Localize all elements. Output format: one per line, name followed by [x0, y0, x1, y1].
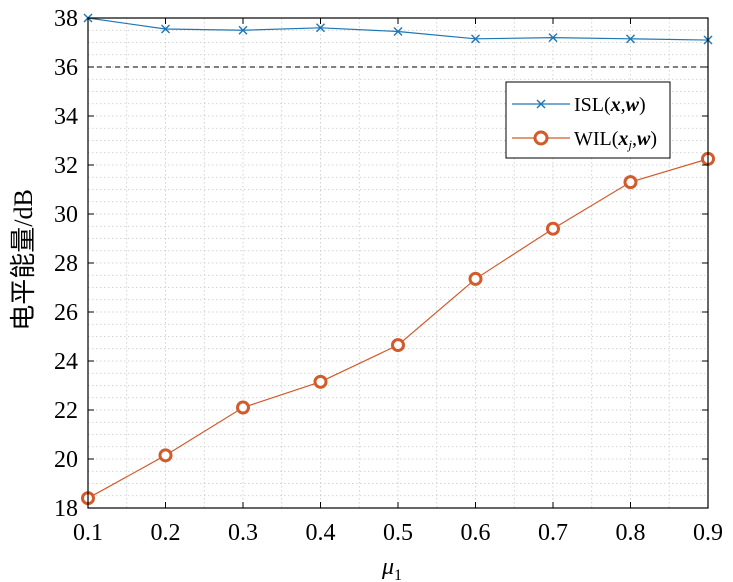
x-axis-label-subscript: 1 — [394, 567, 402, 582]
x-tick-label: 0.5 — [383, 520, 413, 546]
y-tick-label: 24 — [54, 349, 78, 375]
x-tick-label: 0.8 — [616, 520, 646, 546]
x-axis-label-symbol: μ — [381, 554, 394, 580]
legend-isl-sep: , — [621, 94, 626, 116]
x-tick-label: 0.4 — [306, 520, 336, 546]
x-tick-label: 0.6 — [461, 520, 491, 546]
x-tick-label: 0.9 — [693, 520, 723, 546]
legend-isl-var2: w — [626, 94, 640, 116]
legend-isl-suffix: ) — [639, 94, 646, 116]
legend-wil-suffix: ) — [650, 128, 657, 150]
y-axis-label: 电平能量/dB — [9, 189, 38, 331]
series-isl — [83, 13, 713, 45]
y-tick-label: 22 — [54, 398, 78, 424]
legend-wil-var1: x — [617, 128, 628, 150]
series-layer — [81, 13, 715, 506]
data-point-x-marker — [548, 33, 558, 43]
data-point-circle-marker — [158, 448, 173, 463]
data-point-x-marker — [471, 34, 480, 44]
y-tick-label: 26 — [54, 300, 78, 326]
data-point-x-marker — [626, 34, 635, 44]
data-point-x-marker — [316, 23, 325, 33]
data-point-x-marker — [238, 25, 248, 35]
legend-entry-wil: WIL(xj,w) — [512, 128, 657, 152]
legend-isl-prefix: ISL( — [574, 94, 611, 116]
legend-entry-isl: ISL(x,w) — [512, 94, 646, 116]
legend-wil-var1-sub: j — [626, 137, 632, 152]
legend-circle-marker-icon — [533, 130, 549, 146]
x-tick-label: 0.1 — [73, 520, 103, 546]
data-point-circle-marker — [546, 221, 560, 236]
y-tick-label: 30 — [54, 202, 78, 228]
x-tick-label: 0.7 — [538, 520, 568, 546]
data-point-circle-marker — [468, 271, 483, 286]
y-tick-label: 32 — [54, 153, 78, 179]
legend-wil-sep: , — [632, 128, 637, 150]
x-tick-label: 0.2 — [151, 520, 181, 546]
data-point-x-marker — [161, 24, 170, 34]
y-tick-label: 36 — [54, 55, 78, 81]
legend-wil-var2: w — [637, 128, 651, 150]
legend-isl-var1: x — [610, 94, 621, 116]
y-tick-label: 20 — [54, 447, 78, 473]
legend-box — [505, 81, 671, 159]
x-tick-labels: 0.1 0.2 0.3 0.4 0.5 0.6 0.7 0.8 0.9 — [73, 520, 723, 546]
legend-label-wil: WIL(xj,w) — [574, 128, 657, 152]
data-point-circle-marker — [391, 338, 405, 353]
y-tick-label: 18 — [54, 496, 78, 522]
x-tick-label: 0.3 — [228, 520, 258, 546]
legend-wil-prefix: WIL( — [574, 128, 619, 150]
data-point-circle-marker — [236, 400, 250, 415]
legend: ISL(x,w) WIL(xj,w) — [505, 81, 671, 159]
tick-marks — [87, 17, 709, 509]
y-tick-label: 38 — [54, 6, 78, 32]
y-tick-labels: 18 20 22 24 26 28 30 32 34 36 38 — [54, 6, 78, 522]
data-point-circle-marker — [313, 374, 328, 389]
legend-label-isl: ISL(x,w) — [574, 94, 646, 116]
data-point-circle-marker — [623, 175, 638, 190]
y-tick-label: 34 — [54, 104, 78, 130]
legend-x-marker-icon — [536, 99, 546, 109]
data-point-x-marker — [393, 26, 403, 36]
x-axis-label: μ1 — [381, 554, 402, 582]
y-tick-label: 28 — [54, 251, 78, 277]
